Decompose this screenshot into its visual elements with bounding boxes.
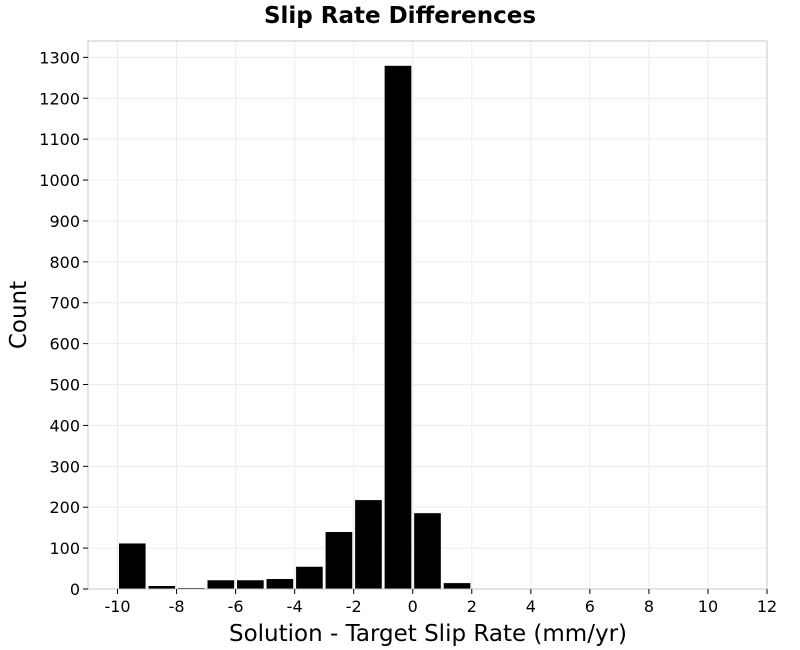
y-tick-label: 0: [70, 580, 80, 599]
grid-lines: [88, 41, 768, 590]
histogram-bar: [118, 542, 147, 590]
y-axis-label: Count: [6, 281, 32, 349]
x-tick-label: -4: [287, 597, 303, 616]
y-tick-label: 900: [49, 212, 80, 231]
x-axis-ticks: -10 -8 -6 -4 -2 0 2 4 6 8 10 12: [104, 589, 777, 616]
y-tick-label: 1000: [39, 171, 80, 190]
bars: [118, 65, 471, 590]
y-tick-label: 1100: [39, 130, 80, 149]
histogram-bar: [443, 582, 471, 590]
histogram-bar: [207, 579, 235, 590]
y-tick-label: 100: [49, 539, 80, 558]
x-tick-label: -2: [346, 597, 362, 616]
histogram-bar: [354, 499, 383, 590]
histogram-bar: [295, 566, 324, 590]
y-tick-label: 1200: [39, 89, 80, 108]
x-tick-label: 6: [585, 597, 595, 616]
y-tick-label: 600: [49, 335, 80, 354]
x-tick-label: 8: [644, 597, 654, 616]
y-tick-label: 200: [49, 498, 80, 517]
y-tick-label: 1300: [39, 48, 80, 67]
y-tick-label: 800: [49, 253, 80, 272]
y-tick-label: 300: [49, 457, 80, 476]
histogram-bar: [325, 531, 353, 590]
x-tick-label: 10: [698, 597, 718, 616]
x-tick-label: -6: [228, 597, 244, 616]
histogram-bar: [266, 578, 294, 590]
x-tick-label: 2: [467, 597, 477, 616]
x-tick-label: -8: [169, 597, 185, 616]
x-axis-label: Solution - Target Slip Rate (mm/yr): [229, 621, 627, 647]
y-tick-label: 400: [49, 416, 80, 435]
histogram-bar: [236, 579, 265, 590]
y-tick-label: 500: [49, 376, 80, 395]
x-tick-label: -10: [104, 597, 130, 616]
histogram-bar: [413, 512, 442, 590]
x-tick-label: 4: [526, 597, 536, 616]
y-tick-label: 700: [49, 294, 80, 313]
plot-frame: [87, 40, 768, 590]
y-axis-ticks: 0 100 200 300 400 500 600 700 800 900 1000 1100 1200…: [39, 48, 88, 599]
x-tick-label: 0: [408, 597, 418, 616]
chart-title: Slip Rate Differences: [264, 3, 536, 29]
histogram-bar: [384, 65, 412, 590]
x-tick-label: 12: [757, 597, 777, 616]
